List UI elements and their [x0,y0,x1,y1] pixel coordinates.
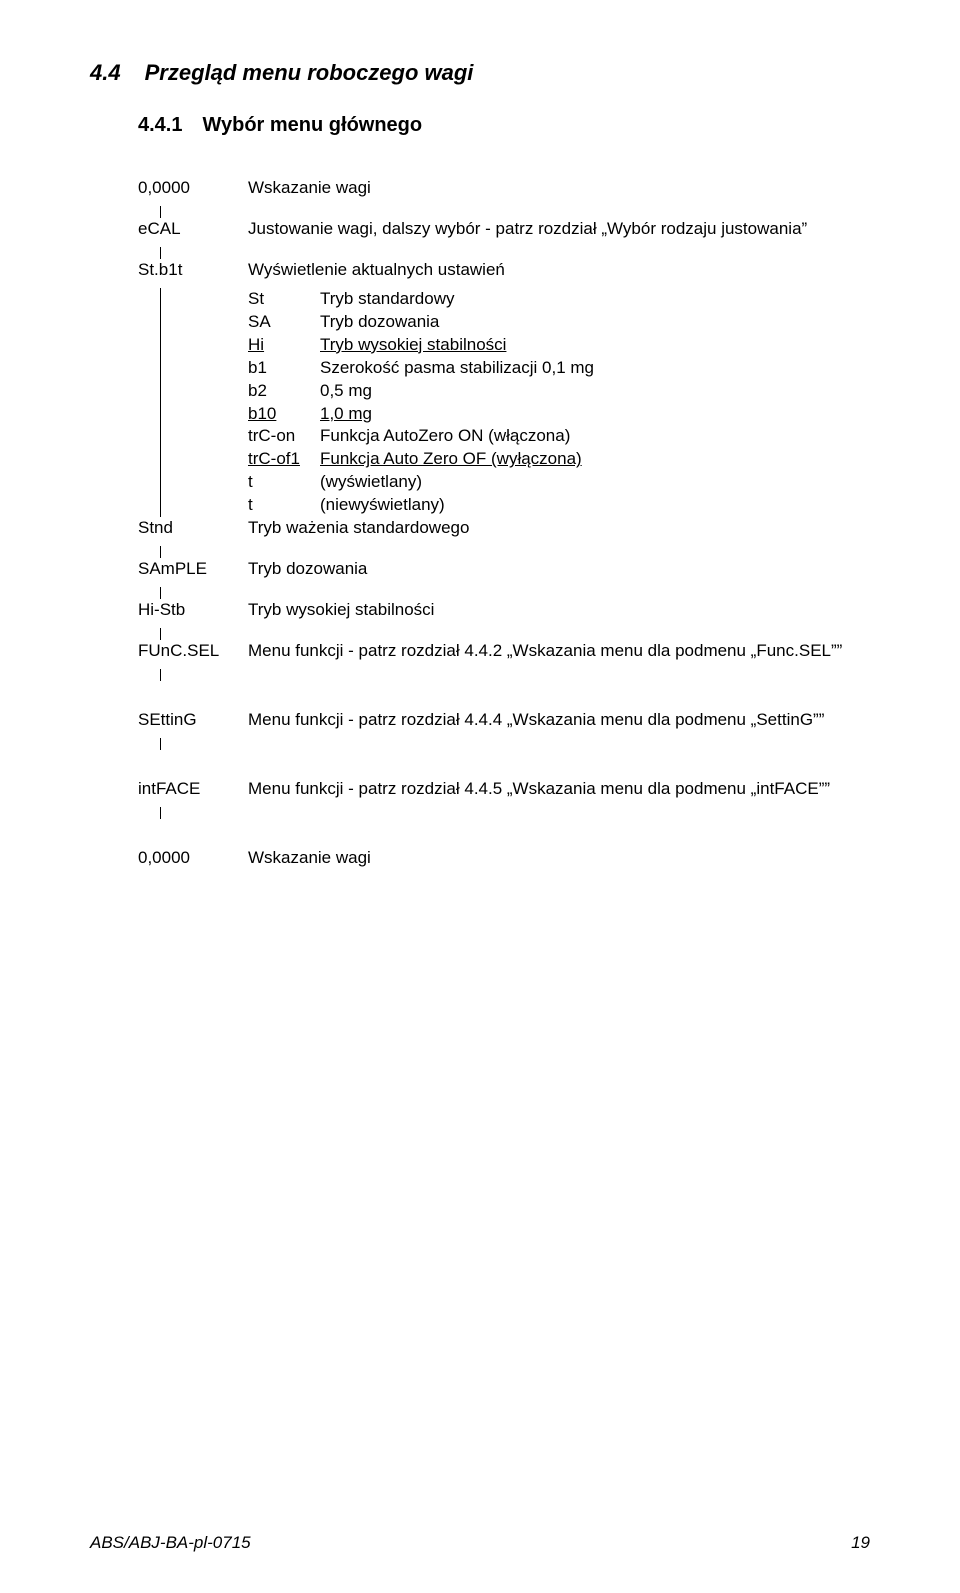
tree-val: Wskazanie wagi [248,177,870,200]
tree-row: eCAL Justowanie wagi, dalszy wybór - pat… [138,218,870,241]
tree-row: Hi-Stb Tryb wysokiej stabilności [138,599,870,622]
tree-val: Tryb ważenia standardowego [248,517,870,540]
tree-row: SEttinG Menu funkcji - patrz rozdział 4.… [138,709,870,732]
tree-val: Menu funkcji - patrz rozdział 4.4.4 „Wsk… [248,709,870,732]
tree-row: 0,0000 Wskazanie wagi [138,177,870,200]
settings-val: Tryb standardowy [320,288,454,311]
tree-connector [160,546,870,558]
tree-row: Stnd Tryb ważenia standardowego [138,517,870,540]
menu-tree: 0,0000 Wskazanie wagi eCAL Justowanie wa… [138,177,870,870]
settings-row: trC-of1Funkcja Auto Zero OF (wyłączona) [248,448,870,471]
tree-val: Tryb wysokiej stabilności [248,599,870,622]
settings-row: b20,5 mg [248,380,870,403]
settings-row: b1Szerokość pasma stabilizacji 0,1 mg [248,357,870,380]
settings-key: t [248,494,320,517]
settings-row: StTryb standardowy [248,288,870,311]
footer-page-number: 19 [851,1533,870,1553]
tree-connector [160,247,870,259]
settings-val: 0,5 mg [320,380,372,403]
settings-val: Funkcja Auto Zero OF (wyłączona) [320,448,582,471]
settings-key: b10 [248,403,320,426]
tree-connector [160,628,870,640]
settings-key: trC-of1 [248,448,320,471]
settings-block: StTryb standardowy SATryb dozowania HiTr… [248,288,870,517]
settings-key: t [248,471,320,494]
settings-key: SA [248,311,320,334]
settings-row: HiTryb wysokiej stabilności [248,334,870,357]
settings-val: 1,0 mg [320,403,372,426]
tree-key: St.b1t [138,259,248,282]
settings-key: St [248,288,320,311]
tree-row: SAmPLE Tryb dozowania [138,558,870,581]
gap [138,681,870,709]
page-footer: ABS/ABJ-BA-pl-0715 19 [90,1533,870,1553]
tree-connector [160,587,870,599]
settings-key: b1 [248,357,320,380]
tree-val: Wyświetlenie aktualnych ustawień [248,259,870,282]
gap [138,750,870,778]
tree-row: FUnC.SEL Menu funkcji - patrz rozdział 4… [138,640,870,663]
footer-doc-id: ABS/ABJ-BA-pl-0715 [90,1533,251,1553]
settings-row: t(niewyświetlany) [248,494,870,517]
settings-row: t(wyświetlany) [248,471,870,494]
gap [138,819,870,847]
settings-val: (wyświetlany) [320,471,422,494]
tree-key: 0,0000 [138,847,248,870]
settings-val: Szerokość pasma stabilizacji 0,1 mg [320,357,594,380]
tree-key: intFACE [138,778,248,801]
tree-key: FUnC.SEL [138,640,248,663]
settings-row: trC-onFunkcja AutoZero ON (włączona) [248,425,870,448]
tree-key: 0,0000 [138,177,248,200]
tree-key: Stnd [138,517,248,540]
settings-val: Funkcja AutoZero ON (włączona) [320,425,570,448]
settings-row: b101,0 mg [248,403,870,426]
settings-key: b2 [248,380,320,403]
section-heading: 4.4 Przegląd menu roboczego wagi [90,60,870,86]
page: 4.4 Przegląd menu roboczego wagi 4.4.1 Wyb… [0,0,960,1593]
settings-val: Tryb wysokiej stabilności [320,334,506,357]
tree-connector [160,807,870,819]
section-title: Przegląd menu roboczego wagi [145,60,474,85]
tree-key: SAmPLE [138,558,248,581]
tree-connector [160,288,161,517]
tree-row: intFACE Menu funkcji - patrz rozdział 4.… [138,778,870,801]
tree-connector [160,738,870,750]
subsection-number: 4.4.1 [138,114,182,136]
settings-val: Tryb dozowania [320,311,439,334]
tree-row: St.b1t Wyświetlenie aktualnych ustawień [138,259,870,282]
subsection-title: Wybór menu głównego [202,114,422,136]
tree-val: Menu funkcji - patrz rozdział 4.4.2 „Wsk… [248,640,870,663]
tree-val: Justowanie wagi, dalszy wybór - patrz ro… [248,218,870,241]
tree-connector [160,669,870,681]
tree-key: eCAL [138,218,248,241]
tree-key: Hi-Stb [138,599,248,622]
subsection-heading: 4.4.1 Wybór menu głównego [138,114,870,137]
settings-key: Hi [248,334,320,357]
settings-row: SATryb dozowania [248,311,870,334]
settings-val: (niewyświetlany) [320,494,445,517]
tree-val: Wskazanie wagi [248,847,870,870]
tree-connector [160,206,870,218]
tree-row: 0,0000 Wskazanie wagi [138,847,870,870]
settings-key: trC-on [248,425,320,448]
tree-val: Menu funkcji - patrz rozdział 4.4.5 „Wsk… [248,778,870,801]
section-number: 4.4 [90,60,121,85]
tree-key: SEttinG [138,709,248,732]
tree-val: Tryb dozowania [248,558,870,581]
